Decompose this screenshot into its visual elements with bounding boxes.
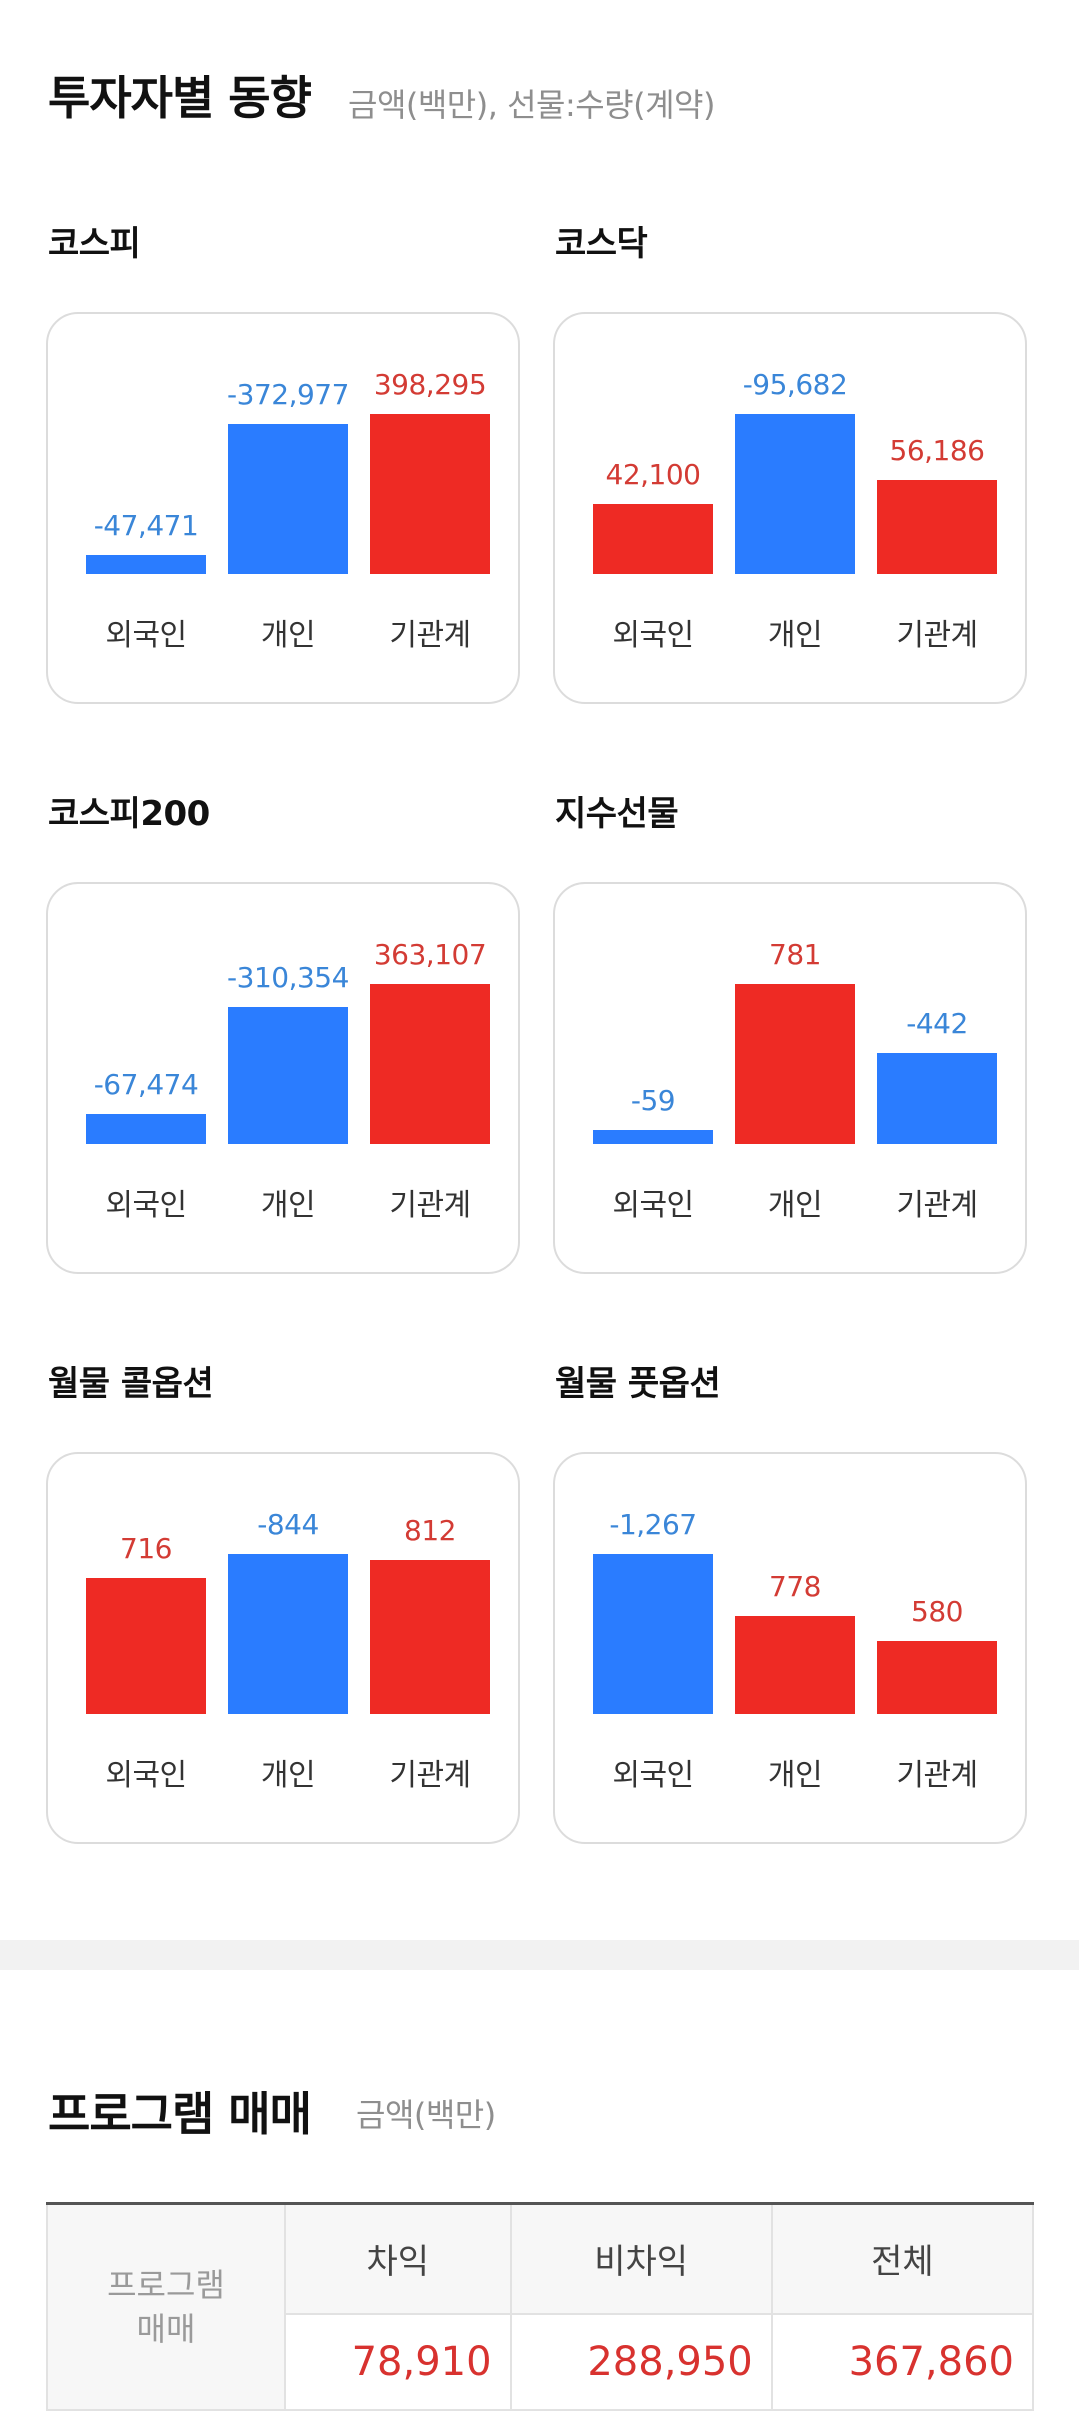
investor-value-label: -310,354 [227, 961, 349, 994]
investor-bar [228, 424, 348, 574]
column-header-total: 전체 [770, 2202, 1035, 2315]
program-section-title: 프로그램 매매 [48, 2087, 312, 2141]
investor-category-label: 기관계 [389, 1758, 471, 1793]
investor-value-label: -1,267 [609, 1508, 697, 1541]
value-arbitrage: 78,910 [284, 2312, 512, 2411]
column-header-non-arbitrage: 비차익 [509, 2202, 773, 2315]
investor-value-label: -372,977 [227, 378, 349, 411]
investor-value-label: 363,107 [373, 938, 487, 971]
investor-bar [735, 984, 855, 1144]
investor-bar [877, 480, 997, 574]
investor-category-label: 외국인 [105, 618, 187, 653]
investor-value-label: 781 [769, 938, 821, 971]
investor-category-label: 외국인 [612, 1758, 694, 1793]
investor-value-label: -844 [257, 1508, 319, 1541]
investor-category-label: 기관계 [896, 618, 978, 653]
investor-group-label: 월물 풋옵션 [555, 1364, 721, 1404]
investor-category-label: 개인 [767, 618, 823, 653]
investor-value-label: 42,100 [605, 458, 701, 491]
investor-category-label: 기관계 [389, 618, 471, 653]
section-divider [0, 1940, 1079, 1970]
program-row-header: 프로그램 매매 [46, 2202, 286, 2411]
investor-chart-card: 42,100 외국인 -95,682 개인 56,186 기관계 [553, 312, 1027, 704]
investor-bar [228, 1554, 348, 1714]
investor-value-label: 398,295 [373, 368, 487, 401]
investor-chart-card: 716 외국인 -844 개인 812 기관계 [46, 1452, 520, 1844]
investor-value-label: 812 [404, 1514, 456, 1547]
investor-value-label: 56,186 [889, 434, 985, 467]
column-header-arbitrage: 차익 [284, 2202, 512, 2315]
investor-bar [228, 1007, 348, 1144]
investor-category-label: 외국인 [612, 618, 694, 653]
investor-chart-card: -47,471 외국인 -372,977 개인 398,295 기관계 [46, 312, 520, 704]
investor-value-label: -67,474 [93, 1068, 199, 1101]
investor-bar [86, 1114, 206, 1144]
investor-category-label: 외국인 [105, 1188, 187, 1223]
investor-bar [735, 1616, 855, 1714]
investor-category-label: 기관계 [896, 1188, 978, 1223]
investor-category-label: 개인 [260, 1188, 316, 1223]
investor-category-label: 개인 [767, 1758, 823, 1793]
investor-section-title: 투자자별 동향 [48, 71, 312, 125]
value-total: 367,860 [770, 2312, 1035, 2411]
investor-value-label: -442 [906, 1007, 968, 1040]
investor-section-subtitle: 금액(백만), 선물:수량(계약) [348, 86, 715, 124]
investor-bar [86, 1578, 206, 1714]
investor-bar [593, 1130, 713, 1144]
investor-category-label: 기관계 [389, 1188, 471, 1223]
investor-value-label: 716 [120, 1532, 172, 1565]
program-trading-table: 프로그램 매매 차익 비차익 전체 78,910 288,950 367,860 [46, 2202, 1035, 2411]
investor-bar [877, 1641, 997, 1714]
investor-chart-card: -67,474 외국인 -310,354 개인 363,107 기관계 [46, 882, 520, 1274]
investor-group-label: 코스피200 [48, 794, 210, 834]
investor-bar [593, 504, 713, 574]
investor-category-label: 기관계 [896, 1758, 978, 1793]
investor-group-label: 월물 콜옵션 [48, 1364, 214, 1404]
investor-value-label: -59 [630, 1084, 676, 1117]
investor-category-label: 개인 [260, 1758, 316, 1793]
investor-value-label: 580 [911, 1595, 963, 1628]
investor-bar [370, 984, 490, 1144]
investor-value-label: -95,682 [742, 368, 848, 401]
investor-bar [877, 1053, 997, 1144]
investor-group-label: 코스닥 [555, 224, 648, 264]
investor-group-label: 코스피 [48, 224, 141, 264]
program-section-subtitle: 금액(백만) [356, 2096, 496, 2134]
investor-value-label: 778 [769, 1570, 821, 1603]
investor-value-label: -47,471 [93, 509, 199, 542]
investor-group-label: 지수선물 [555, 794, 679, 834]
investor-bar [593, 1554, 713, 1714]
investor-chart-card: -59 외국인 781 개인 -442 기관계 [553, 882, 1027, 1274]
investor-bar [86, 555, 206, 574]
investor-bar [370, 1560, 490, 1714]
investor-category-label: 외국인 [612, 1188, 694, 1223]
investor-category-label: 개인 [767, 1188, 823, 1223]
investor-chart-card: -1,267 외국인 778 개인 580 기관계 [553, 1452, 1027, 1844]
investor-category-label: 외국인 [105, 1758, 187, 1793]
investor-bar [370, 414, 490, 574]
value-non-arbitrage: 288,950 [509, 2312, 773, 2411]
investor-bar [735, 414, 855, 574]
program-row-header-label: 프로그램 매매 [107, 2265, 225, 2348]
investor-category-label: 개인 [260, 618, 316, 653]
